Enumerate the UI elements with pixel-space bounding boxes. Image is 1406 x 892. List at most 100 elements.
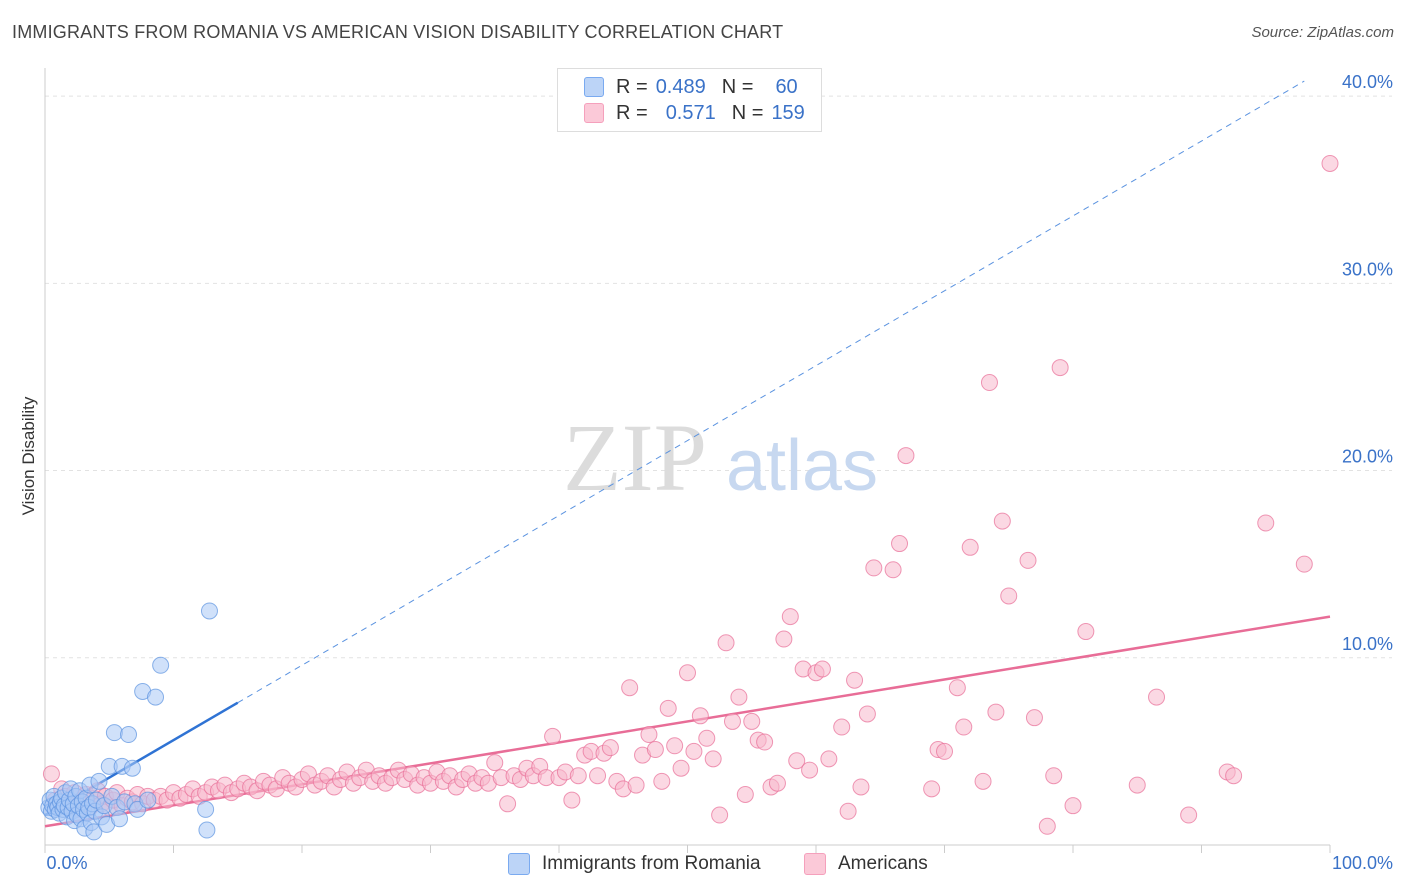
point-americans xyxy=(717,634,735,652)
point-americans xyxy=(1128,776,1146,794)
legend-n-value: 60 xyxy=(775,75,798,98)
point-americans xyxy=(1257,514,1275,532)
point-americans xyxy=(601,739,619,757)
point-romania xyxy=(147,688,165,706)
point-americans xyxy=(736,785,754,803)
point-americans xyxy=(955,718,973,736)
point-americans xyxy=(936,742,953,760)
point-americans xyxy=(756,733,774,751)
point-americans xyxy=(768,774,786,792)
bottom-legend-swatch-americans xyxy=(804,853,826,875)
point-americans xyxy=(858,705,876,723)
y-tick-label: 30.0% xyxy=(1342,259,1393,279)
point-romania xyxy=(197,800,215,818)
point-americans xyxy=(1225,767,1243,785)
x-tick-label: 100.0% xyxy=(1332,853,1393,873)
point-romania xyxy=(152,656,170,674)
legend-swatch-romania xyxy=(584,77,604,97)
point-americans xyxy=(820,750,838,768)
point-americans xyxy=(640,726,658,744)
point-americans xyxy=(679,664,696,682)
point-americans xyxy=(948,679,966,697)
legend-n-value: 159 xyxy=(771,101,805,124)
point-americans xyxy=(1064,797,1082,815)
point-americans xyxy=(653,772,671,790)
legend-swatch-americans xyxy=(584,103,604,123)
point-americans xyxy=(691,707,709,725)
point-americans xyxy=(897,447,915,465)
point-americans xyxy=(1051,359,1069,377)
point-americans xyxy=(1000,587,1018,605)
trend-romania-extension xyxy=(237,80,1305,704)
stats-legend: R = 0.489 N = 60 R = 0.571 N = 159 xyxy=(557,68,822,132)
point-americans xyxy=(1077,623,1095,641)
data-points xyxy=(40,154,1339,841)
point-americans xyxy=(743,712,761,730)
point-americans xyxy=(891,535,909,553)
point-americans xyxy=(801,761,819,779)
point-americans xyxy=(993,512,1011,530)
point-americans xyxy=(813,660,831,678)
point-americans xyxy=(1321,154,1339,172)
point-americans xyxy=(486,754,504,772)
point-americans xyxy=(1025,709,1043,727)
point-americans xyxy=(723,712,741,730)
point-americans xyxy=(589,767,607,785)
point-americans xyxy=(987,703,1005,721)
x-tick-label: 0.0% xyxy=(46,853,87,873)
point-americans xyxy=(42,765,60,783)
point-romania xyxy=(120,726,138,744)
point-americans xyxy=(1019,551,1037,569)
legend-row-romania: R = 0.489 N = 60 xyxy=(584,75,798,99)
axes xyxy=(44,68,1331,853)
point-americans xyxy=(775,630,793,648)
point-americans xyxy=(672,759,690,777)
point-americans xyxy=(563,791,581,809)
watermark-atlas: atlas xyxy=(726,426,878,506)
legend-r-value: 0.571 xyxy=(665,101,716,124)
legend-n-label: N = xyxy=(721,75,754,98)
bottom-legend-romania: Immigrants from Romania xyxy=(508,851,761,877)
y-axis-label: Vision Disability xyxy=(19,396,38,515)
chart-title: IMMIGRANTS FROM ROMANIA VS AMERICAN VISI… xyxy=(12,22,784,42)
point-americans xyxy=(627,776,645,794)
point-americans xyxy=(974,772,992,790)
point-americans xyxy=(544,727,562,745)
point-americans xyxy=(1045,767,1063,785)
point-romania xyxy=(139,791,157,809)
point-americans xyxy=(730,688,748,706)
point-americans xyxy=(839,802,857,820)
point-americans xyxy=(852,778,870,796)
legend-r-value: 0.489 xyxy=(655,75,706,98)
point-americans xyxy=(569,767,587,785)
point-americans xyxy=(1148,688,1166,706)
tick-labels: 10.0% 20.0% 30.0% 40.0% 0.0% 100.0% xyxy=(46,72,1393,873)
bottom-legend-label-americans: Americans xyxy=(838,853,928,874)
point-americans xyxy=(788,752,806,770)
point-romania xyxy=(200,602,218,620)
point-romania xyxy=(90,772,108,790)
point-romania xyxy=(198,821,216,839)
point-americans xyxy=(833,718,851,736)
point-americans xyxy=(659,699,677,717)
point-americans xyxy=(980,374,998,392)
grid-lines xyxy=(45,95,1392,659)
point-americans xyxy=(711,806,729,824)
point-americans xyxy=(698,729,716,747)
legend-n-label: N = xyxy=(731,101,764,124)
point-americans xyxy=(499,795,517,813)
point-americans xyxy=(704,750,722,768)
watermark-zip: ZIP xyxy=(563,404,707,511)
point-americans xyxy=(1180,806,1198,824)
point-americans xyxy=(865,559,883,577)
y-tick-label: 10.0% xyxy=(1342,634,1393,654)
point-romania xyxy=(123,759,141,777)
legend-r-label: R = xyxy=(616,101,648,124)
point-romania xyxy=(105,724,123,742)
source-label: Source: ZipAtlas.com xyxy=(1251,24,1394,41)
y-tick-label: 20.0% xyxy=(1342,447,1393,467)
point-romania xyxy=(85,823,103,841)
point-americans xyxy=(961,538,979,556)
point-americans xyxy=(685,742,703,760)
